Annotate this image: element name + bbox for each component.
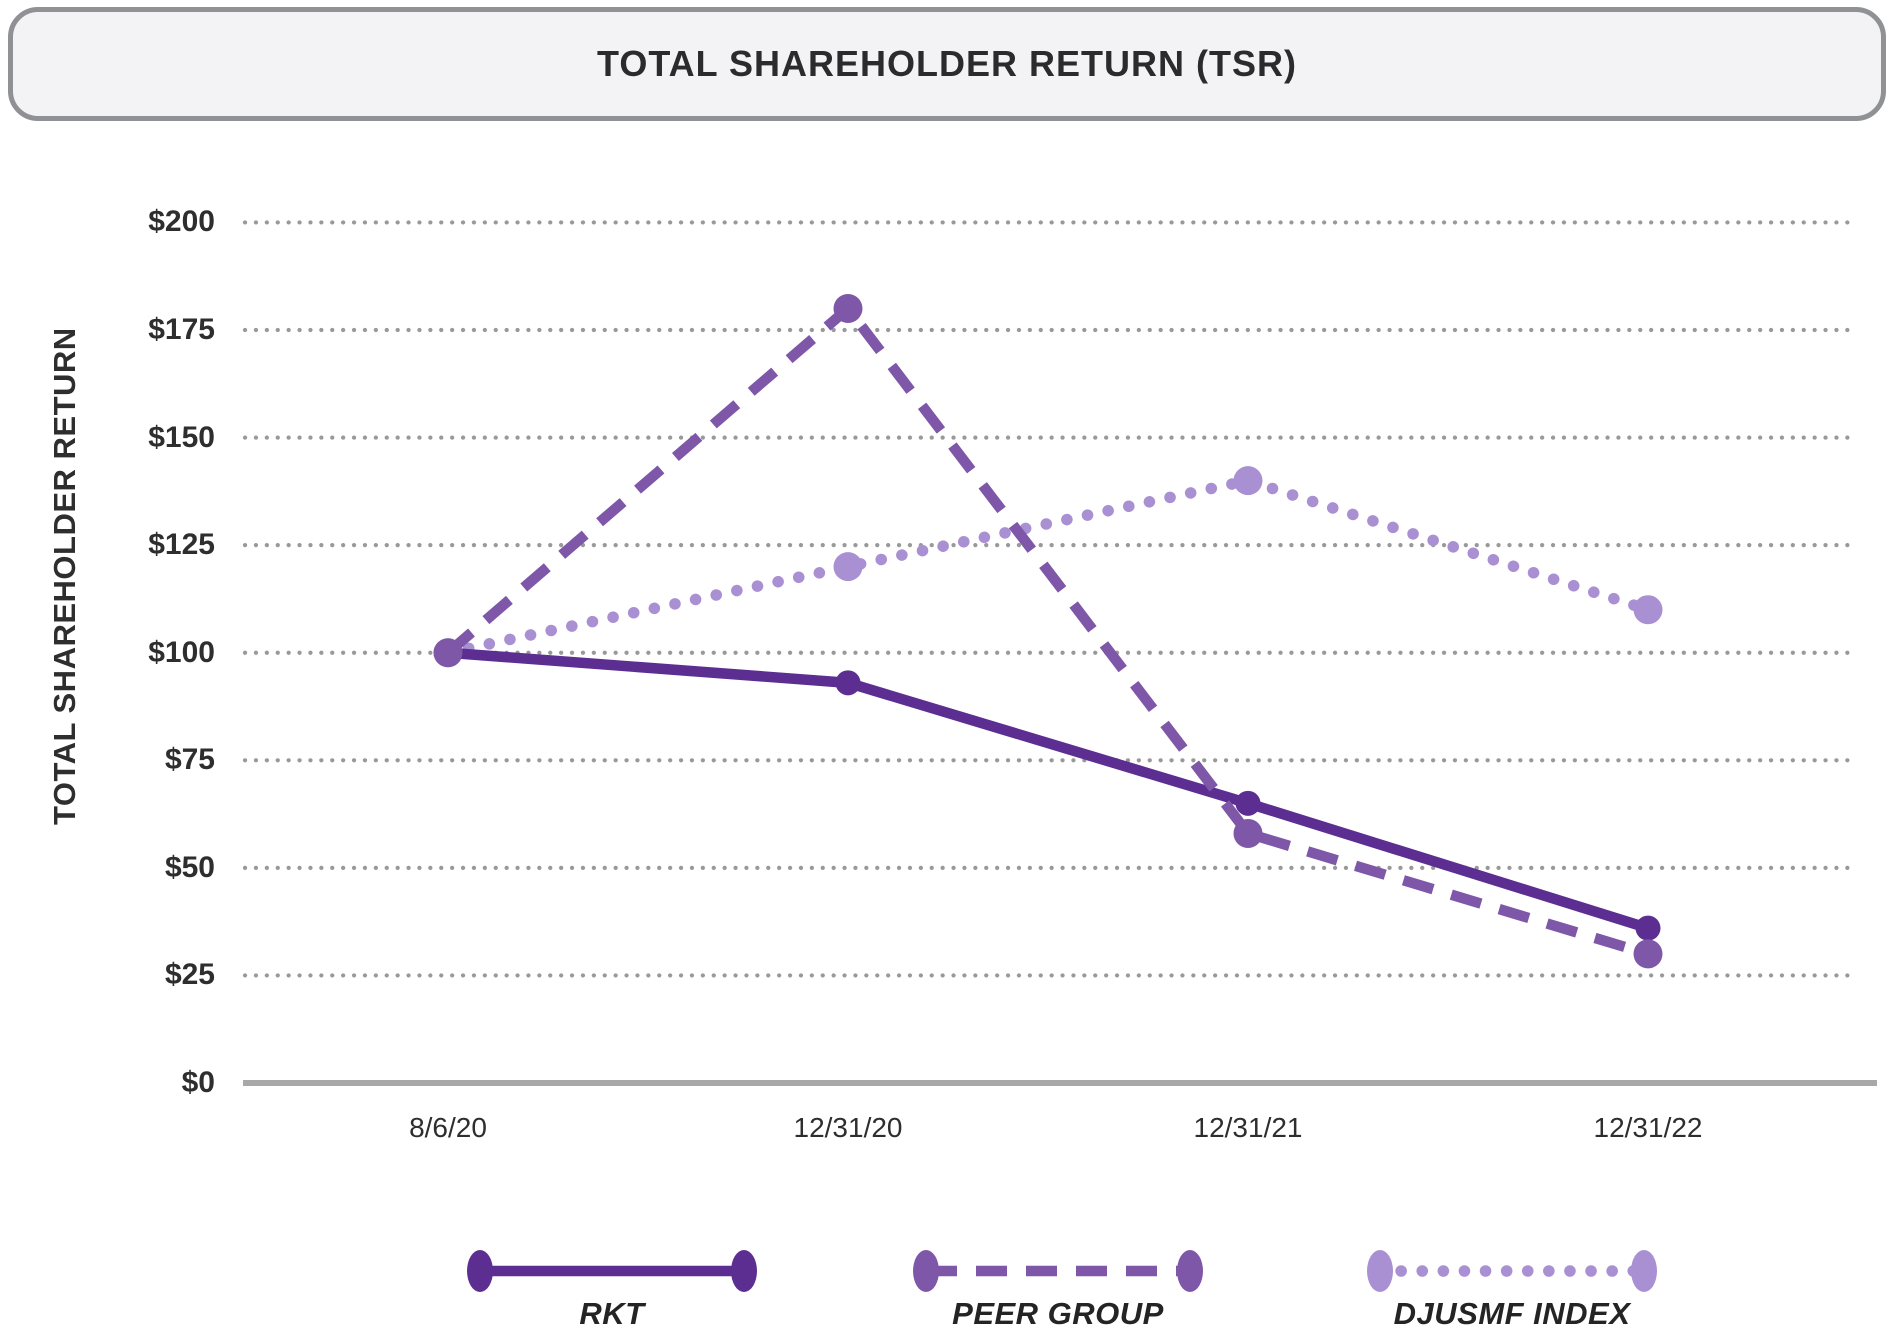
data-point-rkt xyxy=(1635,915,1661,941)
legend-label-djusmf-index: DJUSMF INDEX xyxy=(1393,1296,1631,1331)
y-tick-label: $50 xyxy=(164,850,215,884)
y-tick-label: $200 xyxy=(148,205,215,239)
legend-line-sample-dotted xyxy=(1367,1250,1657,1292)
data-point-rkt xyxy=(835,670,861,696)
data-point-peer-group xyxy=(1633,939,1663,969)
legend-label-peer-group: PEER GROUP xyxy=(952,1296,1164,1331)
legend-item-rkt: RKT xyxy=(452,1248,772,1332)
x-tick-label: 8/6/20 xyxy=(409,1112,487,1143)
y-tick-label: $150 xyxy=(148,420,215,454)
data-point-rkt xyxy=(1235,790,1261,816)
legend-line-sample-solid xyxy=(467,1250,757,1292)
legend-sample-endpoint xyxy=(467,1250,493,1292)
legend-sample-endpoint xyxy=(1177,1250,1203,1292)
chart-title: TOTAL SHAREHOLDER RETURN (TSR) xyxy=(597,43,1297,84)
data-point-djusmf-index xyxy=(1233,466,1263,496)
y-tick-label: $75 xyxy=(164,743,215,777)
legend-item-peer-group: PEER GROUP xyxy=(898,1248,1218,1332)
data-point-peer-group xyxy=(1233,818,1263,848)
x-tick-label: 12/31/22 xyxy=(1593,1112,1703,1143)
y-tick-label: $25 xyxy=(164,958,215,992)
x-tick-label: 12/31/20 xyxy=(793,1112,903,1143)
series-line-djusmf-index xyxy=(442,474,1654,659)
data-point-djusmf-index xyxy=(833,552,863,582)
legend-item-djusmf-index: DJUSMF INDEX xyxy=(1352,1248,1672,1332)
x-tick-label: 12/31/21 xyxy=(1193,1112,1303,1143)
y-tick-label: $100 xyxy=(148,635,215,669)
chart-title-box: TOTAL SHAREHOLDER RETURN (TSR) xyxy=(8,7,1886,121)
data-point-djusmf-index xyxy=(1633,595,1663,625)
y-tick-label: $125 xyxy=(148,528,215,562)
y-tick-label: $175 xyxy=(148,313,215,346)
y-tick-label: $0 xyxy=(181,1066,215,1099)
data-point-peer-group xyxy=(433,638,463,668)
legend-label-rkt: RKT xyxy=(579,1296,645,1331)
series-line-rkt xyxy=(447,647,1650,934)
legend-sample-endpoint xyxy=(913,1250,939,1292)
legend-sample-endpoint xyxy=(1367,1250,1393,1292)
data-point-peer-group xyxy=(833,293,863,323)
series-line-peer-group xyxy=(444,300,1650,959)
legend-sample-endpoint xyxy=(1631,1250,1657,1292)
legend-line-sample-dashed xyxy=(913,1250,1203,1292)
legend-sample-endpoint xyxy=(731,1250,757,1292)
